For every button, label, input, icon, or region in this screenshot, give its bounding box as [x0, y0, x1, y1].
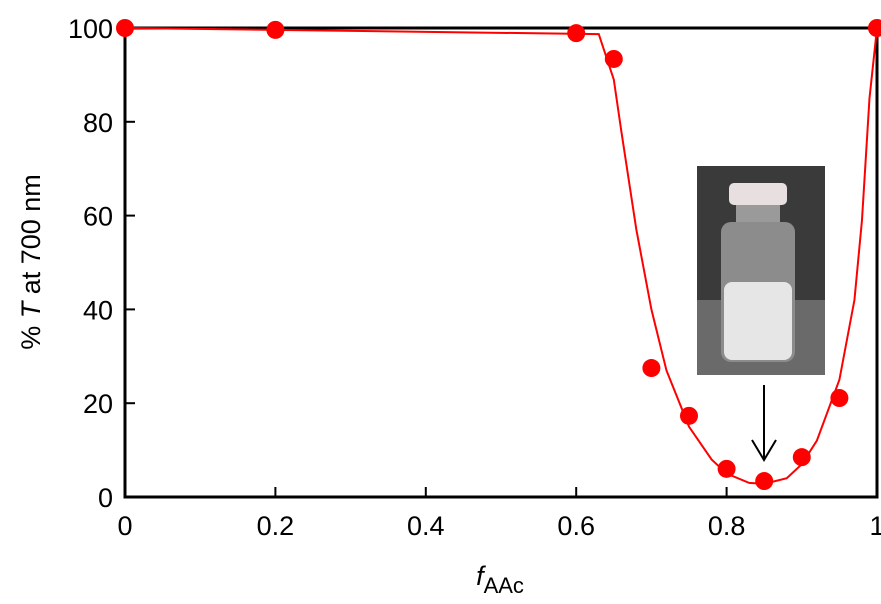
data-point — [868, 19, 881, 37]
x-axis-label: fAAc — [476, 561, 524, 598]
y-tick-label: 80 — [83, 108, 113, 138]
y-tick-label: 0 — [98, 483, 113, 513]
data-point — [830, 389, 849, 408]
y-tick-label: 60 — [83, 202, 113, 232]
y-tick-label: 100 — [68, 14, 113, 44]
data-point — [642, 359, 661, 378]
data-point — [717, 459, 736, 478]
x-tick-label: 0.4 — [407, 511, 445, 541]
data-point — [266, 20, 285, 39]
x-tick-label: 1 — [869, 511, 881, 541]
data-point — [680, 406, 698, 425]
data-point — [567, 24, 586, 43]
y-tick-label: 20 — [83, 389, 113, 419]
data-point — [792, 448, 811, 467]
x-tick-label: 0.8 — [708, 511, 746, 541]
fit-line — [124, 27, 878, 485]
data-point — [755, 472, 774, 491]
y-label-italic: T — [16, 299, 46, 318]
x-label-main: f — [476, 561, 486, 591]
y-tick-label: 40 — [83, 295, 113, 325]
plot-frame — [123, 26, 879, 499]
x-tick-label: 0 — [117, 511, 132, 541]
y-axis-label: % T at 700 nm — [16, 174, 46, 350]
x-tick-label: 0.2 — [257, 511, 295, 541]
y-label-post: at 700 nm — [16, 174, 46, 302]
data-point — [116, 19, 134, 37]
data-point — [604, 49, 623, 68]
x-tick-label: 0.6 — [557, 511, 595, 541]
y-label-pre: % — [16, 318, 46, 350]
inset-photo — [697, 166, 825, 375]
arrow — [751, 385, 777, 462]
x-label-sub: AAc — [484, 573, 524, 598]
